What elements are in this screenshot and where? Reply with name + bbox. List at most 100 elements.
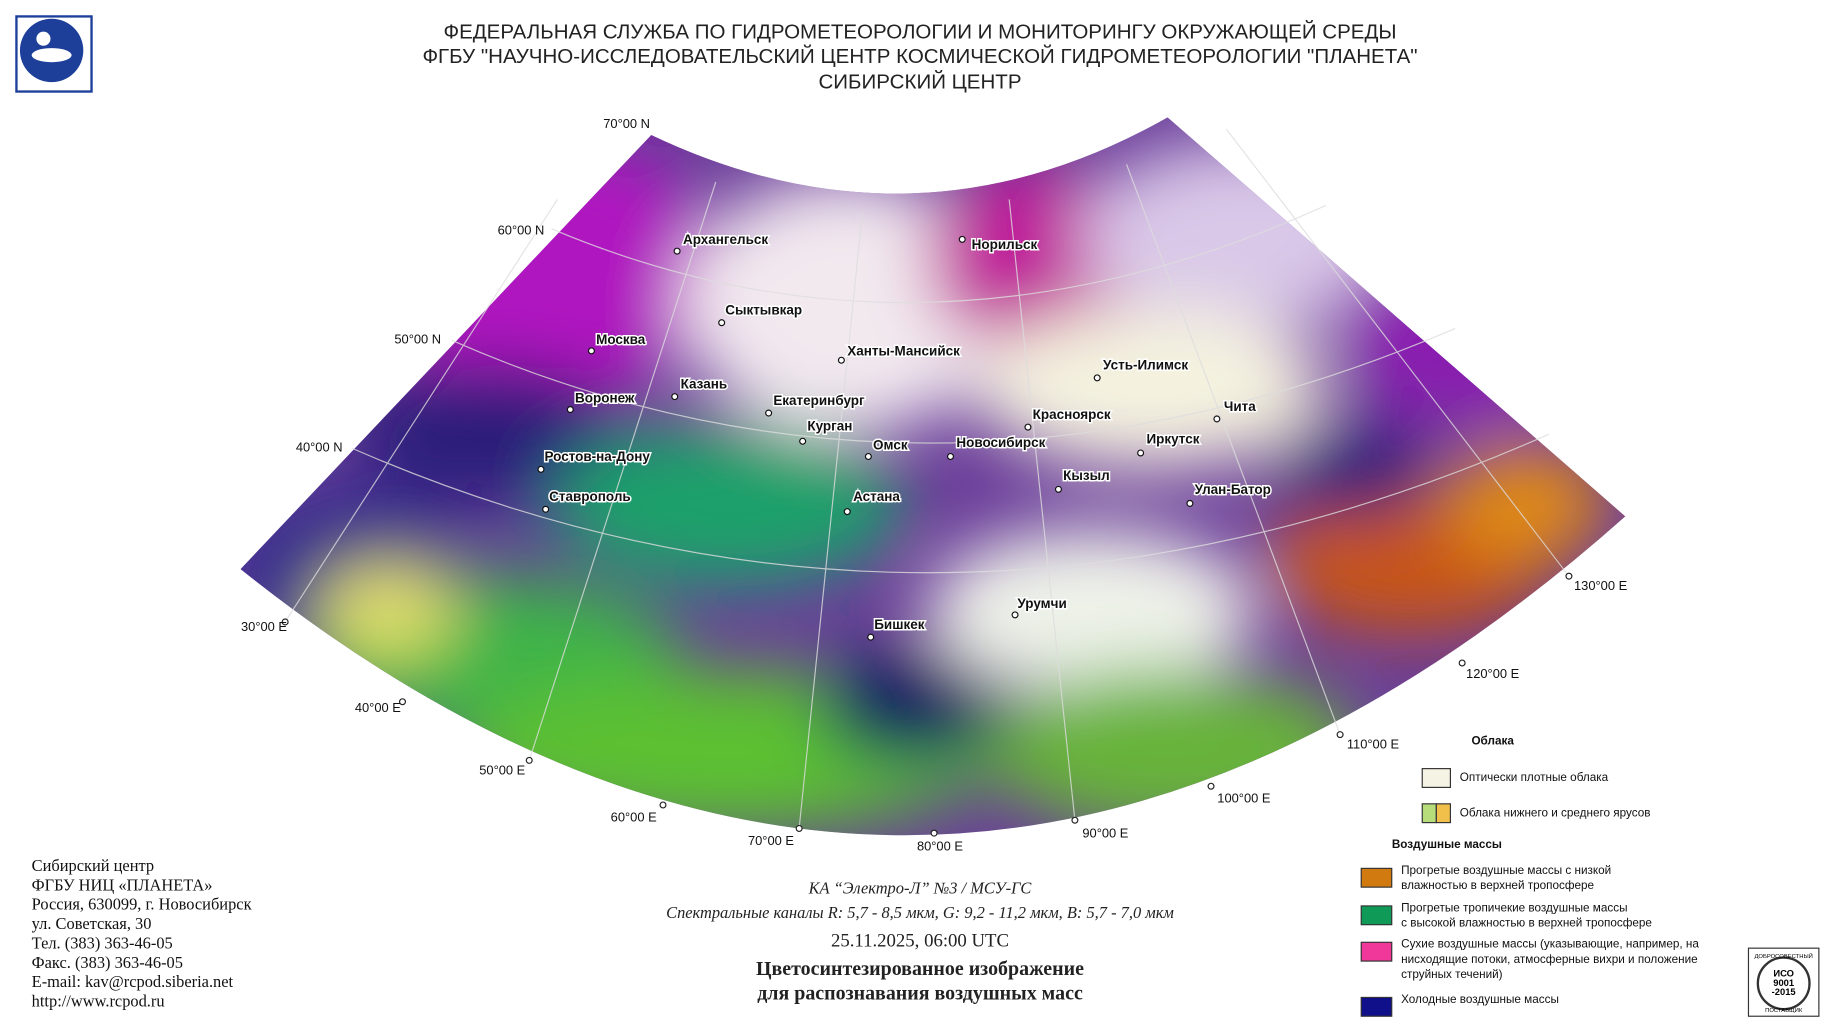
swatch bbox=[1360, 996, 1393, 1017]
swatch bbox=[1360, 905, 1393, 926]
legend-title: Воздушные массы bbox=[1392, 838, 1502, 851]
city-dot bbox=[843, 508, 851, 516]
city-dot bbox=[864, 452, 872, 460]
header-line: ФГБУ "НАУЧНО-ИССЛЕДОВАТЕЛЬСКИЙ ЦЕНТР КОС… bbox=[422, 44, 1417, 68]
latitude-label: 50°00 N bbox=[394, 332, 441, 347]
longitude-dot bbox=[1458, 659, 1466, 667]
longitude-dot bbox=[930, 829, 938, 837]
longitude-dot bbox=[1071, 816, 1079, 824]
legend-item: Облака нижнего и среднего ярусов bbox=[1460, 806, 1651, 819]
city-label: Ростов-на-Дону bbox=[544, 449, 650, 464]
caption-line: Спектральные каналы R: 5,7 - 8,5 мкм, G:… bbox=[666, 903, 1174, 922]
caption-line: КА “Электро-Л” №3 / МСУ-ГС bbox=[808, 878, 1033, 897]
legend-item: нисходящие потоки, атмосферные вихри и п… bbox=[1401, 953, 1698, 966]
badge-text: -2015 bbox=[1772, 987, 1796, 997]
city-label: Норильск bbox=[972, 237, 1038, 252]
legend-item: Сухие воздушные массы (указывающие, напр… bbox=[1401, 938, 1699, 951]
legend-item: с высокой влажностью в верхней тропосфер… bbox=[1401, 917, 1652, 930]
contact-line: Россия, 630099, г. Новосибирск bbox=[32, 895, 252, 914]
legend-item: струйных течений) bbox=[1401, 968, 1503, 981]
city-label: Архангельск bbox=[683, 232, 768, 247]
city-dot bbox=[958, 235, 966, 243]
city-dot bbox=[1054, 485, 1062, 493]
header-line: СИБИРСКИЙ ЦЕНТР bbox=[818, 70, 1021, 94]
longitude-dot bbox=[1565, 572, 1573, 580]
city-label: Бишкек bbox=[874, 617, 924, 632]
city-label: Астана bbox=[853, 489, 900, 504]
swatch bbox=[1421, 803, 1437, 824]
longitude-label: 50°00 E bbox=[479, 762, 525, 777]
city-label: Курган bbox=[807, 419, 852, 434]
legend-item: Холодные воздушные массы bbox=[1401, 993, 1559, 1006]
latitude-label: 60°00 N bbox=[498, 223, 545, 238]
city-dot bbox=[1186, 499, 1194, 507]
longitude-label: 30°00 E bbox=[241, 619, 287, 634]
badge-text: ИСО bbox=[1773, 968, 1794, 978]
city-label: Екатеринбург bbox=[773, 393, 865, 408]
caption-line: Цветосинтезированное изображение bbox=[756, 958, 1084, 980]
swatch bbox=[1421, 768, 1451, 788]
contact-line: Сибирский центр bbox=[32, 856, 154, 875]
city-label: Кызыл bbox=[1063, 468, 1110, 483]
city-dot bbox=[587, 347, 595, 355]
swatch bbox=[1360, 867, 1393, 888]
city-dot bbox=[673, 247, 681, 255]
legend: Облака Оптически плотные облака Облака ниж… bbox=[1360, 735, 1699, 1017]
city-label: Урумчи bbox=[1017, 596, 1066, 611]
city-label: Сыктывкар bbox=[725, 303, 802, 318]
contact-line: Тел. (383) 363-46-05 bbox=[32, 933, 173, 952]
longitude-label: 110°00 E bbox=[1347, 737, 1400, 752]
longitude-label: 40°00 E bbox=[355, 700, 401, 715]
header-line: ФЕДЕРАЛЬНАЯ СЛУЖБА ПО ГИДРОМЕТЕОРОЛОГИИ … bbox=[443, 19, 1396, 43]
map-labels: 70°00 N 60°00 N 50°00 N 40°00 N 30°00 E 40°00… bbox=[241, 116, 1628, 854]
longitude-label: 130°00 E bbox=[1574, 578, 1628, 593]
longitude-dot bbox=[525, 756, 533, 764]
city-label: Красноярск bbox=[1033, 407, 1111, 422]
city-label: Ставрополь bbox=[549, 489, 631, 504]
header: ФЕДЕРАЛЬНАЯ СЛУЖБА ПО ГИДРОМЕТЕОРОЛОГИИ … bbox=[422, 19, 1417, 93]
longitude-dot bbox=[1336, 731, 1344, 739]
contact-line: Факс. (383) 363-46-05 bbox=[32, 953, 183, 972]
city-dot bbox=[946, 452, 955, 460]
longitude-label: 100°00 E bbox=[1217, 791, 1271, 806]
swatch bbox=[1360, 941, 1393, 962]
contact-line: E-mail: kav@rcpod.siberia.net bbox=[32, 972, 234, 991]
satellite-map bbox=[240, 117, 1626, 836]
city-dot bbox=[1024, 423, 1032, 431]
city-label: Улан-Батор bbox=[1195, 482, 1271, 497]
caption: КА “Электро-Л” №3 / МСУ-ГС Спектральные к… bbox=[666, 878, 1174, 1004]
city-dot bbox=[542, 505, 550, 513]
caption-line: для распознавания воздушных масс bbox=[757, 983, 1083, 1005]
contact-line: http://www.rcpod.ru bbox=[32, 991, 165, 1010]
city-dot bbox=[671, 393, 679, 401]
city-dot bbox=[718, 319, 726, 327]
legend-title: Облака bbox=[1471, 735, 1514, 748]
city-label: Новосибирск bbox=[956, 435, 1045, 450]
latitude-label: 40°00 N bbox=[296, 440, 343, 455]
city-label: Чита bbox=[1224, 399, 1256, 414]
longitude-dot bbox=[1207, 782, 1215, 790]
contact-line: ФГБУ НИЦ «ПЛАНЕТА» bbox=[32, 875, 213, 894]
legend-item: влажностью в верхней тропосфере bbox=[1401, 879, 1594, 892]
city-label: Москва bbox=[596, 332, 646, 347]
city-dot bbox=[1093, 374, 1101, 382]
longitude-dot bbox=[398, 698, 407, 706]
city-dot bbox=[837, 356, 845, 364]
longitude-label: 90°00 E bbox=[1082, 826, 1128, 841]
badge-text: 9001 bbox=[1773, 978, 1794, 988]
city-dot bbox=[1137, 449, 1145, 457]
legend-item: Прогретые тропичекие воздушные массы bbox=[1401, 901, 1627, 914]
legend-item: Оптически плотные облака bbox=[1460, 771, 1609, 784]
latitude-label: 70°00 N bbox=[603, 116, 650, 131]
legend-item: Прогретые воздушные массы с низкой bbox=[1401, 864, 1611, 877]
city-label: Воронеж bbox=[575, 391, 635, 406]
city-label: Казань bbox=[681, 376, 728, 391]
logo bbox=[15, 15, 93, 93]
longitude-dot bbox=[659, 801, 667, 809]
city-dot bbox=[1213, 415, 1221, 423]
city-label: Иркутск bbox=[1146, 432, 1199, 447]
longitude-dot bbox=[795, 824, 803, 832]
